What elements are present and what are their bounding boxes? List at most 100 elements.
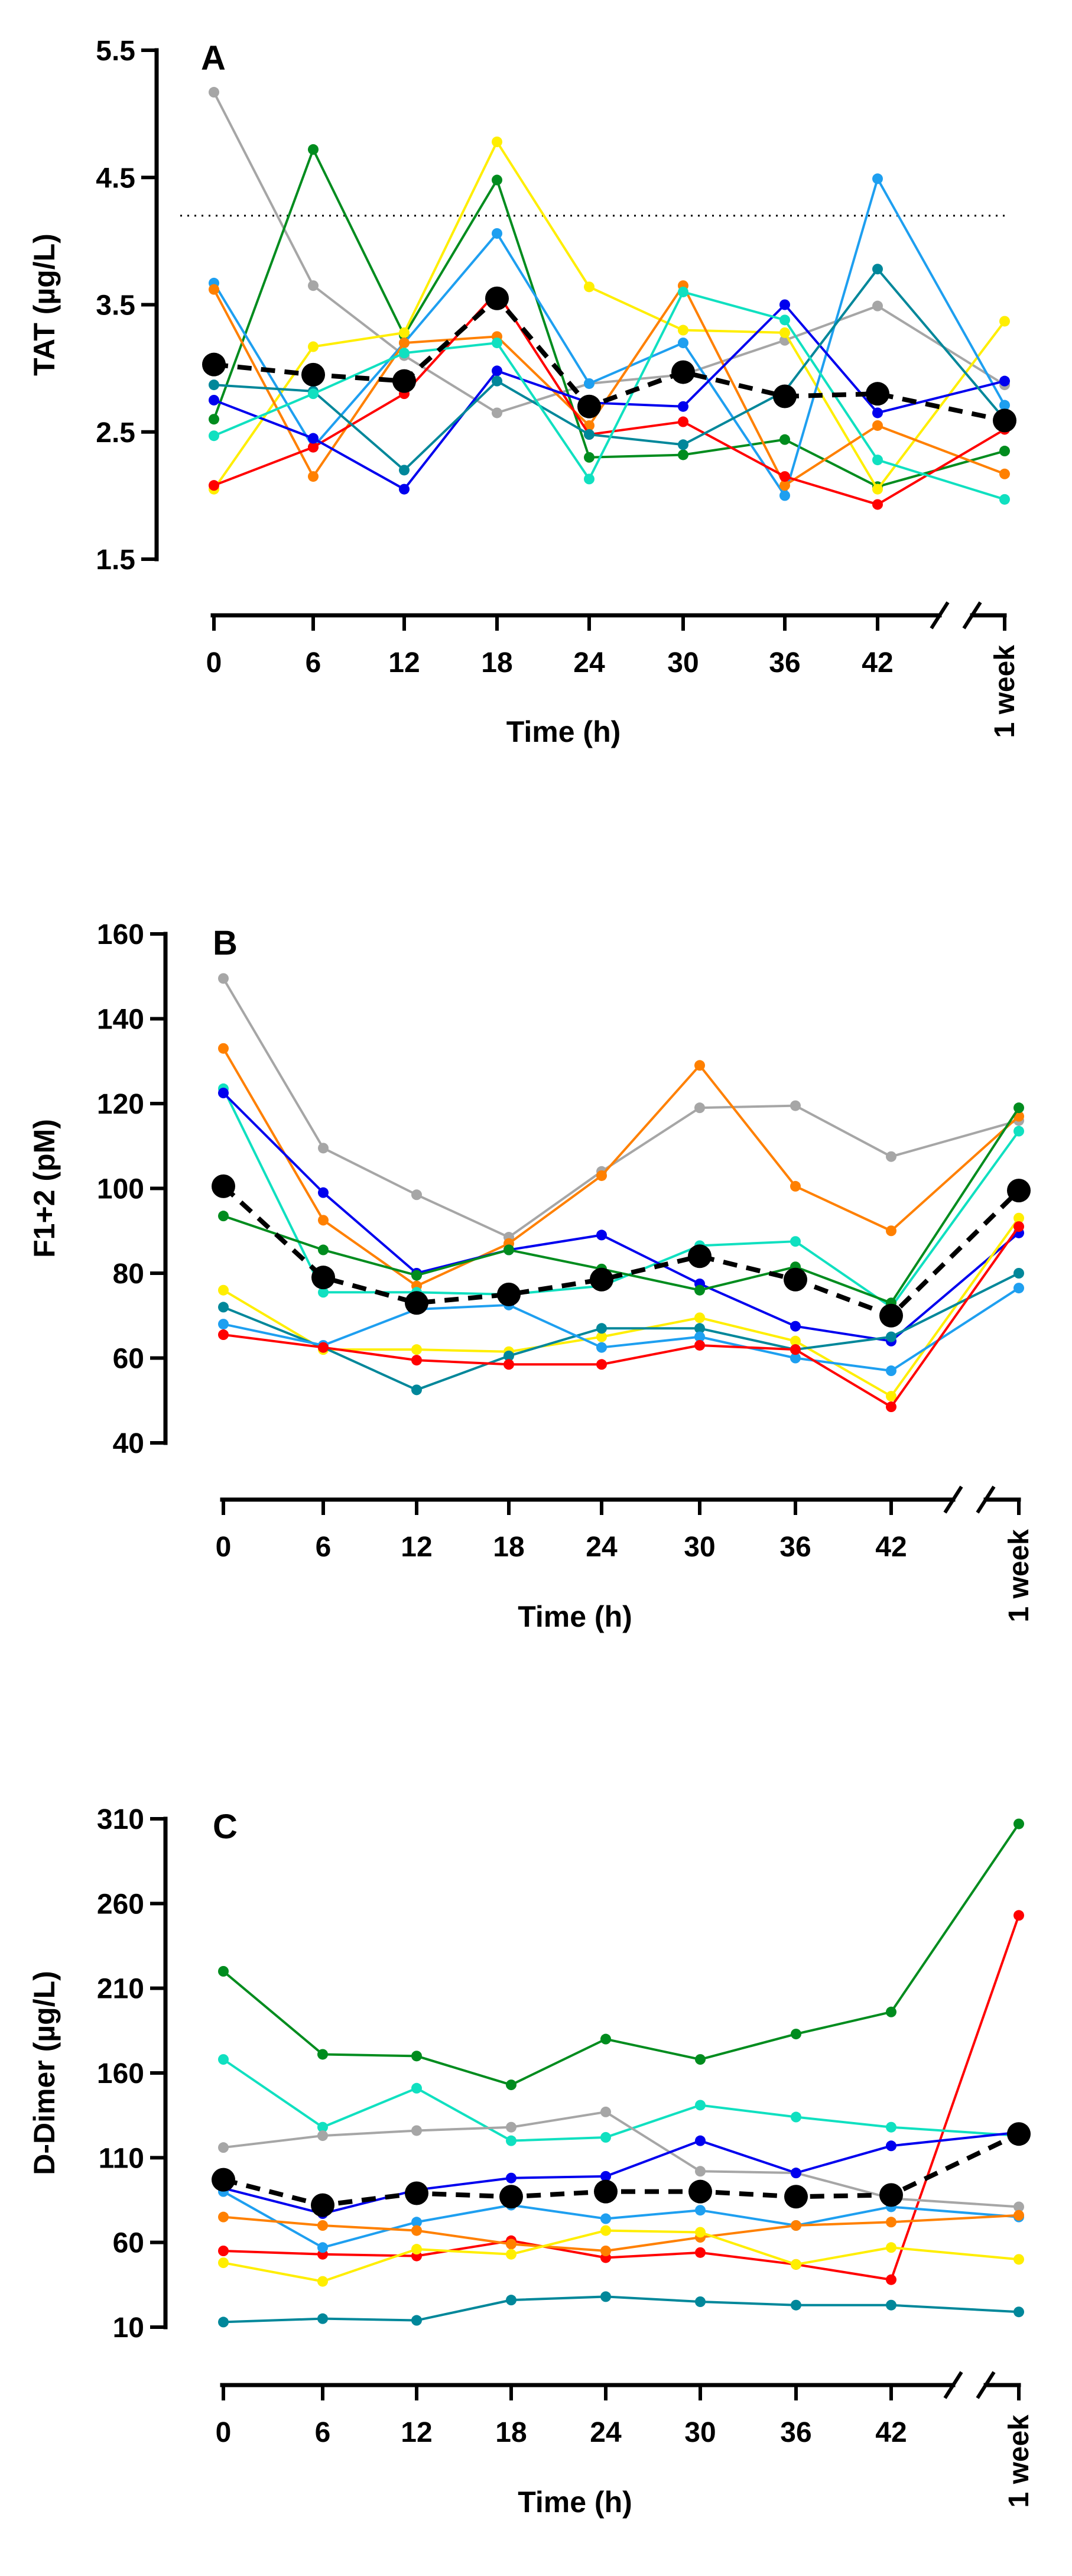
- x-tick-label: 30: [684, 1532, 715, 1563]
- series-yellow: [218, 2225, 1024, 2287]
- data-point: [411, 2244, 422, 2255]
- mean-point: [688, 2179, 712, 2204]
- series-line-cyan: [222, 2058, 1019, 2142]
- data-point: [317, 2130, 328, 2142]
- series-gray: [209, 87, 1010, 418]
- series-red: [218, 1221, 1024, 1413]
- data-point: [791, 2029, 801, 2040]
- data-point: [399, 484, 410, 495]
- mean-point: [485, 286, 509, 310]
- x-tick-label-1-week: 1 week: [989, 645, 1021, 738]
- data-point: [695, 2166, 706, 2177]
- data-point: [790, 1344, 801, 1355]
- mean-line: [213, 295, 1005, 423]
- series-gray: [218, 973, 1024, 1243]
- data-point: [506, 2295, 516, 2306]
- data-point: [886, 2274, 896, 2285]
- x-tick-label: 0: [216, 2417, 232, 2448]
- data-point: [584, 429, 595, 440]
- data-point: [790, 1352, 801, 1364]
- data-point: [1013, 1102, 1024, 1114]
- data-point: [872, 420, 883, 431]
- data-point: [308, 144, 319, 155]
- data-point: [209, 430, 219, 442]
- mean-point: [784, 2185, 808, 2209]
- data-point: [218, 973, 229, 984]
- data-point: [999, 316, 1010, 327]
- mean-point: [311, 2193, 334, 2217]
- data-point: [1013, 1283, 1024, 1294]
- data-point: [399, 348, 410, 359]
- data-point: [695, 2296, 706, 2307]
- data-point: [886, 1225, 896, 1237]
- data-point: [695, 2054, 706, 2065]
- data-point: [678, 401, 688, 412]
- series-cyan: [218, 1083, 1024, 1313]
- data-point: [886, 1365, 896, 1377]
- data-point: [209, 414, 219, 425]
- y-tick-label: 5.5: [96, 35, 135, 67]
- data-point: [695, 2205, 706, 2216]
- data-point: [218, 1302, 229, 1313]
- data-point: [678, 439, 688, 450]
- y-tick-label: 2.5: [96, 417, 135, 449]
- x-tick-label: 36: [780, 2417, 811, 2448]
- data-point: [1013, 2254, 1024, 2265]
- series-line-red: [223, 1915, 1020, 2281]
- data-point: [1013, 1910, 1024, 1921]
- mean-line: [222, 1184, 1021, 1319]
- data-point: [695, 2135, 706, 2146]
- y-tick-label: 140: [97, 1004, 144, 1036]
- mean-point: [212, 1174, 235, 1198]
- axis-break-mark: [943, 2371, 963, 2399]
- y-tick-label: 160: [97, 2058, 144, 2090]
- data-point: [492, 228, 502, 239]
- series-line-teal: [223, 2295, 1019, 2324]
- mean-point: [1007, 2122, 1031, 2146]
- data-point: [779, 490, 790, 501]
- data-point: [886, 2242, 896, 2253]
- y-tick-label: 110: [99, 2143, 144, 2174]
- y-tick-label: 40: [113, 1428, 144, 1459]
- data-point: [596, 1342, 607, 1353]
- x-tick-label: 0: [206, 647, 222, 679]
- data-point: [779, 314, 790, 326]
- data-point: [492, 407, 502, 418]
- mean-point: [311, 1266, 335, 1290]
- data-point: [218, 2246, 229, 2256]
- data-point: [218, 2142, 229, 2153]
- series-orange: [218, 2210, 1024, 2256]
- data-point: [209, 284, 219, 295]
- x-tick-label: 42: [862, 647, 893, 679]
- series-mean: [212, 1174, 1031, 1328]
- data-point: [411, 1189, 422, 1201]
- series-blue: [218, 1088, 1024, 1347]
- data-point: [506, 2121, 516, 2133]
- data-point: [399, 327, 410, 338]
- chart-panel-c: 10 60 110 160 210 260 310 D-Dimer (µg/L) C 0 6 12 18…: [28, 1804, 1035, 2519]
- data-point: [596, 1331, 607, 1342]
- data-point: [1013, 2201, 1024, 2212]
- data-point: [872, 264, 883, 275]
- x-tick-label: 36: [769, 647, 800, 679]
- data-point: [872, 407, 883, 418]
- x-tick-label: 42: [875, 2417, 907, 2448]
- axis-break-mark: [976, 1485, 996, 1514]
- data-point: [872, 300, 883, 312]
- data-point: [506, 2238, 516, 2250]
- data-point: [791, 2111, 801, 2123]
- x-tick-label: 18: [495, 2417, 527, 2448]
- data-point: [584, 452, 595, 463]
- data-point: [318, 1287, 329, 1298]
- data-point: [1013, 2210, 1024, 2221]
- data-point: [779, 434, 790, 445]
- data-point: [779, 471, 790, 482]
- series-orange: [209, 280, 1010, 491]
- data-point: [600, 2106, 611, 2117]
- data-point: [695, 2227, 706, 2238]
- data-point: [1013, 1818, 1024, 1829]
- data-point: [506, 2135, 516, 2146]
- series-line-orange: [222, 1047, 1020, 1287]
- y-tick-label: 10: [113, 2312, 144, 2344]
- data-point: [999, 494, 1010, 505]
